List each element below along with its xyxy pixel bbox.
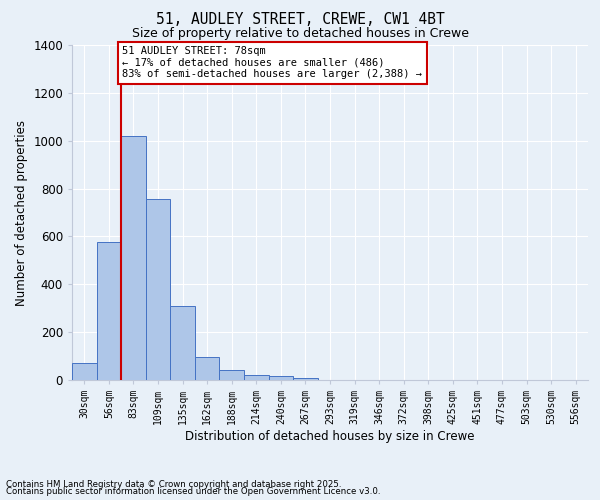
Bar [195, 357, 220, 380]
Bar [269, 376, 293, 380]
Bar [97, 242, 121, 380]
Text: Contains public sector information licensed under the Open Government Licence v3: Contains public sector information licen… [6, 488, 380, 496]
Text: 51 AUDLEY STREET: 78sqm
← 17% of detached houses are smaller (486)
83% of semi-d: 51 AUDLEY STREET: 78sqm ← 17% of detache… [122, 46, 422, 80]
Text: 51, AUDLEY STREET, CREWE, CW1 4BT: 51, AUDLEY STREET, CREWE, CW1 4BT [155, 12, 445, 28]
Y-axis label: Number of detached properties: Number of detached properties [14, 120, 28, 306]
Text: Contains HM Land Registry data © Crown copyright and database right 2025.: Contains HM Land Registry data © Crown c… [6, 480, 341, 489]
Bar [220, 370, 244, 380]
Text: Size of property relative to detached houses in Crewe: Size of property relative to detached ho… [131, 28, 469, 40]
Bar [244, 374, 269, 380]
Bar [170, 306, 195, 380]
X-axis label: Distribution of detached houses by size in Crewe: Distribution of detached houses by size … [185, 430, 475, 443]
Bar [121, 136, 146, 380]
Bar [72, 363, 97, 380]
Bar [293, 378, 318, 380]
Bar [146, 198, 170, 380]
